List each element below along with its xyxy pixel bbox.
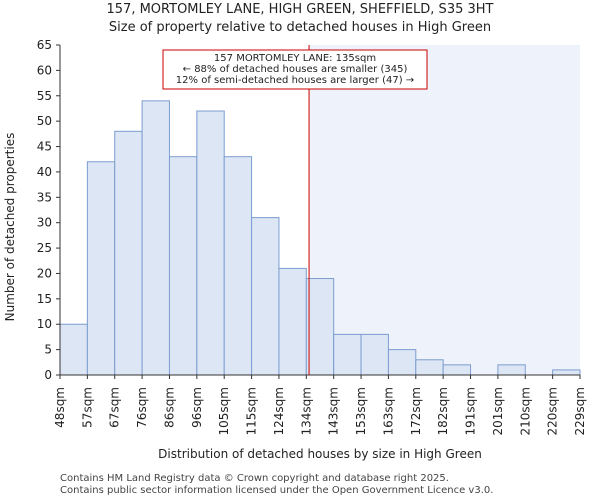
footer-line-2: Contains public sector information licen… (60, 485, 494, 496)
larger-region-highlight (309, 45, 580, 375)
x-tick-label: 143sqm (327, 387, 341, 435)
x-tick-label: 76sqm (135, 387, 149, 428)
y-tick-label: 15 (37, 292, 52, 306)
y-tick-label: 30 (37, 216, 52, 230)
chart-title: 157, MORTOMLEY LANE, HIGH GREEN, SHEFFIE… (106, 2, 494, 17)
x-tick-label: 67sqm (108, 387, 122, 428)
x-tick-label: 229sqm (573, 387, 587, 435)
x-tick-label: 201sqm (491, 387, 505, 435)
x-tick-label: 163sqm (381, 387, 395, 435)
y-tick-label: 10 (37, 317, 52, 331)
y-tick-label: 45 (37, 140, 52, 154)
x-tick-label: 96sqm (190, 387, 204, 428)
x-tick-label: 115sqm (245, 387, 259, 435)
x-axis-label: Distribution of detached houses by size … (158, 447, 482, 461)
x-tick-label: 172sqm (409, 387, 423, 435)
histogram-bar (114, 130, 143, 376)
x-tick-label: 124sqm (272, 387, 286, 435)
histogram-bar (168, 156, 198, 376)
x-tick-label: 86sqm (162, 387, 176, 428)
y-tick-label: 20 (37, 266, 52, 280)
y-tick-label: 35 (37, 190, 52, 204)
footer-line-1: Contains HM Land Registry data © Crown c… (60, 473, 449, 484)
histogram-bar (387, 349, 417, 376)
x-tick-label: 182sqm (436, 387, 450, 435)
x-tick-label: 134sqm (299, 387, 313, 435)
x-tick-label: 57sqm (80, 387, 94, 428)
histogram-bar (251, 217, 280, 376)
annotation-text-line: 12% of semi-detached houses are larger (… (176, 75, 414, 86)
x-tick-label: 105sqm (217, 387, 231, 435)
x-tick-label: 210sqm (518, 387, 532, 435)
histogram-bar (497, 364, 526, 376)
y-tick-label: 55 (37, 89, 52, 103)
histogram-bar (196, 110, 225, 376)
chart-subtitle: Size of property relative to detached ho… (108, 20, 492, 35)
y-tick-label: 25 (37, 241, 52, 255)
annotation-box (162, 49, 428, 90)
histogram-bar (360, 333, 389, 376)
x-tick-label: 153sqm (354, 387, 368, 435)
histogram-bar (305, 278, 335, 376)
x-tick-label: 191sqm (464, 387, 478, 435)
y-tick-label: 40 (37, 165, 52, 179)
histogram-bar (442, 364, 472, 376)
histogram-bar (278, 267, 307, 376)
x-tick-label: 48sqm (53, 387, 67, 428)
histogram-bar (415, 359, 444, 376)
y-axis-label: Number of detached properties (3, 133, 17, 322)
histogram-bar (223, 156, 253, 376)
histogram-bar (333, 333, 362, 376)
y-tick-label: 60 (37, 63, 52, 77)
histogram-bar (86, 161, 116, 376)
y-tick-label: 5 (44, 343, 52, 357)
y-tick-label: 65 (37, 38, 52, 52)
histogram-bar (59, 323, 88, 376)
y-tick-label: 50 (37, 114, 52, 128)
y-tick-label: 0 (44, 368, 52, 382)
histogram-bar (552, 369, 581, 376)
annotation-text-line: ← 88% of detached houses are smaller (34… (183, 64, 408, 75)
annotation-text-line: 157 MORTOMLEY LANE: 135sqm (214, 53, 376, 64)
x-tick-label: 220sqm (546, 387, 560, 435)
histogram-bar (141, 100, 170, 376)
